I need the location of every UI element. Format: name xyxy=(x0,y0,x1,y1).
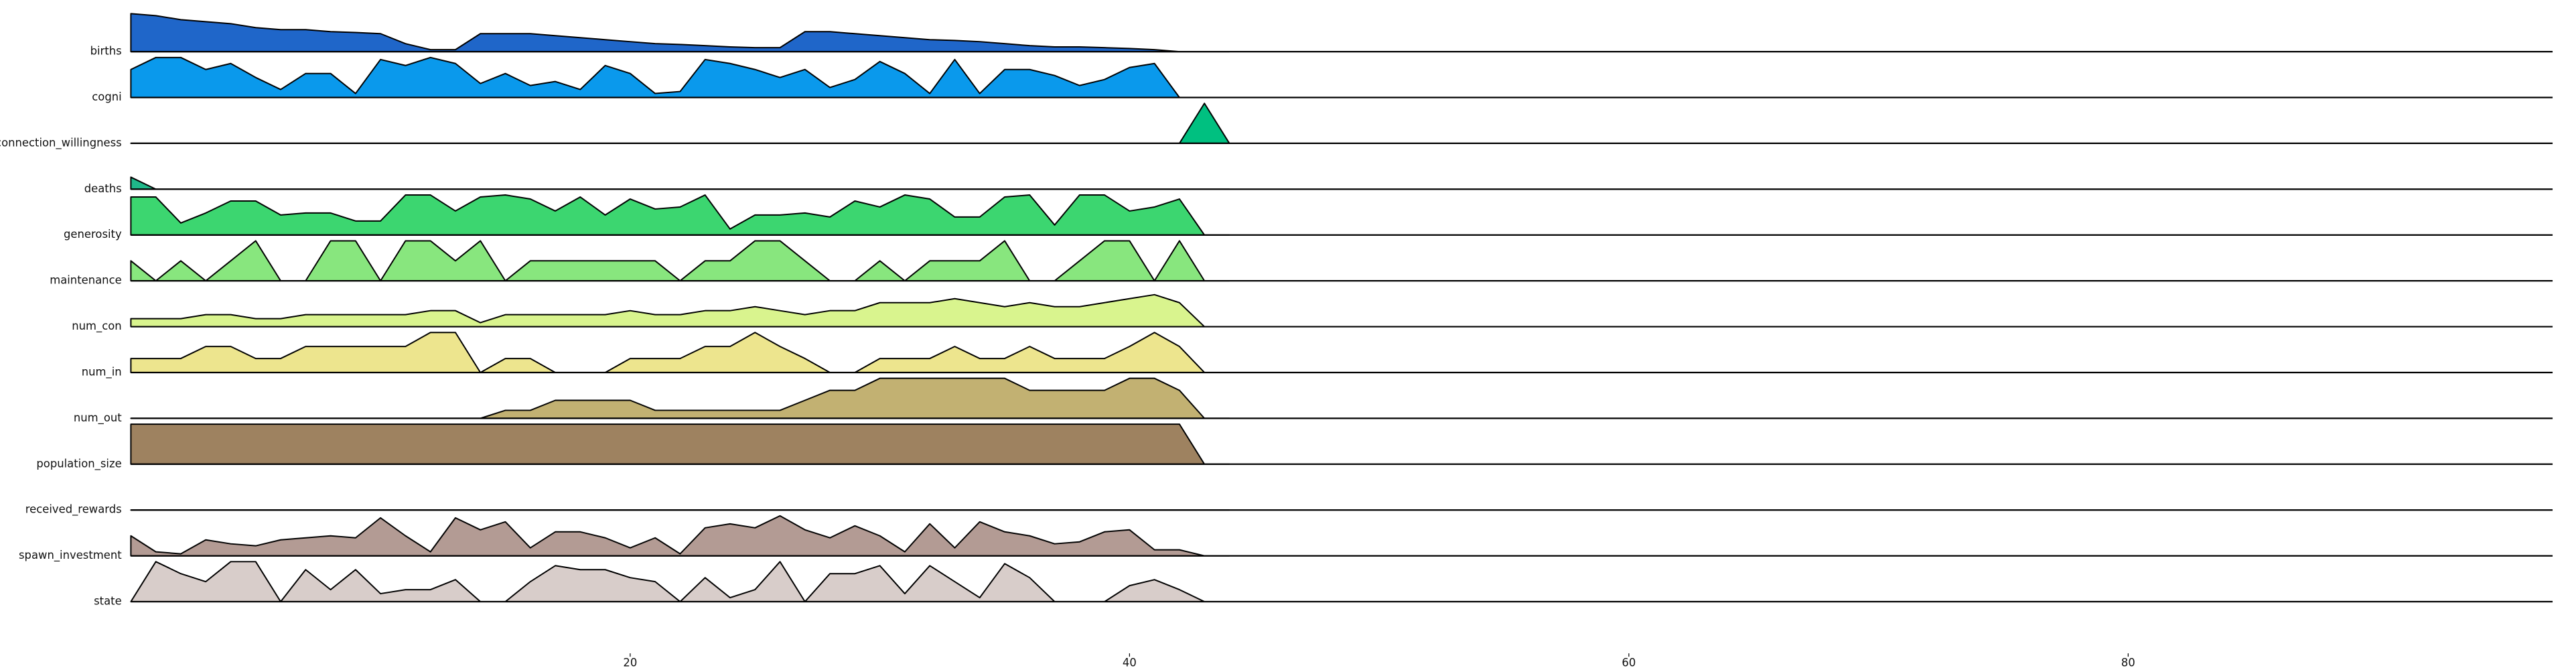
row-label: deaths xyxy=(84,182,122,195)
row-label: connection_willingness xyxy=(0,136,122,149)
row-label: received_rewards xyxy=(25,503,122,517)
row-label: births xyxy=(90,45,122,58)
row-label: maintenance xyxy=(50,274,121,287)
ridge-area xyxy=(130,332,1230,373)
row-label: cogni xyxy=(92,90,121,103)
ridge-area xyxy=(130,13,1230,53)
row-label: state xyxy=(94,595,122,608)
ridge-area xyxy=(130,561,1230,603)
row-label: num_con xyxy=(72,320,121,333)
ridge-area xyxy=(130,377,1230,419)
x-tick-label: 40 xyxy=(1123,657,1137,669)
row-label: generosity xyxy=(64,228,122,241)
ridge-area xyxy=(130,176,1230,190)
ridge-area xyxy=(130,56,1230,98)
row-label: population_size xyxy=(36,457,121,470)
ridge-area xyxy=(130,423,1230,465)
x-tick-label: 60 xyxy=(1622,657,1636,669)
ridge-area xyxy=(130,293,1230,328)
row-label: num_out xyxy=(74,411,122,425)
x-tick-label: 20 xyxy=(623,657,637,669)
row-label: num_in xyxy=(82,365,122,379)
x-tick-label: 80 xyxy=(2121,657,2135,669)
row-label: spawn_investment xyxy=(19,549,122,562)
ridge-area xyxy=(130,240,1230,282)
ridge-area xyxy=(130,103,1230,144)
ridge-area xyxy=(130,515,1230,557)
ridge-area xyxy=(130,194,1230,236)
